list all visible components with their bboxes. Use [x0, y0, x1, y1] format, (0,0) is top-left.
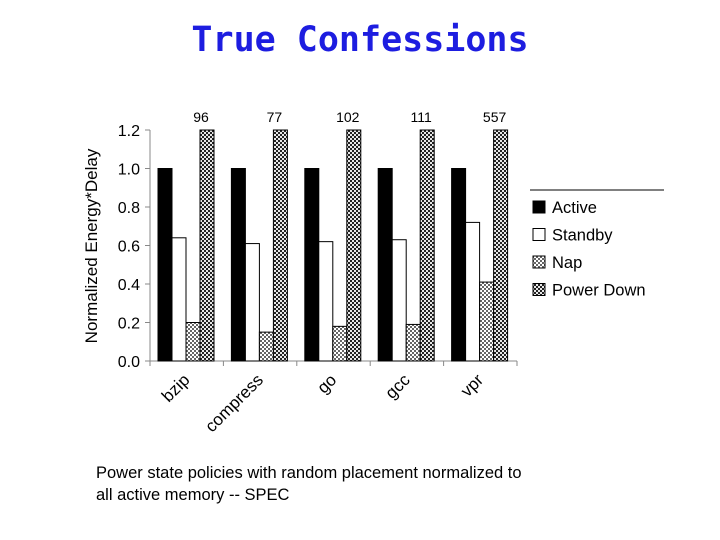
bar-power-down — [493, 129, 509, 362]
bar-standby — [171, 237, 187, 362]
bar-power-down — [346, 129, 362, 362]
bar-standby — [391, 239, 407, 362]
caption-line-1: Power state policies with random placeme… — [96, 464, 522, 482]
y-tick-label: 1.0 — [118, 162, 140, 179]
y-tick-label: 0.8 — [118, 200, 140, 217]
bar-active — [451, 168, 467, 362]
bar-value-label: 102 — [336, 109, 360, 125]
bar-active — [157, 168, 173, 362]
legend-label: Nap — [552, 254, 582, 272]
bar-nap — [479, 281, 495, 362]
bar-nap — [332, 325, 348, 362]
bar-active — [230, 168, 246, 362]
bar-value-label: 77 — [267, 109, 283, 125]
slide-title: True Confessions — [191, 20, 529, 60]
bar-active — [304, 168, 320, 362]
y-tick-label: 0.6 — [118, 239, 140, 256]
y-tick-label: 0.4 — [118, 277, 140, 294]
legend-swatch-power-down — [532, 283, 546, 296]
x-tick-label: go — [314, 370, 341, 397]
bar-standby — [244, 243, 260, 362]
bar-power-down — [272, 129, 288, 362]
bar-active — [377, 168, 393, 362]
bar-nap — [258, 331, 274, 362]
x-tick-label: vpr — [457, 370, 487, 400]
y-tick-label: 0.2 — [118, 316, 140, 333]
bar-standby — [465, 221, 481, 362]
legend-swatch-standby — [532, 228, 546, 241]
bar-power-down — [199, 129, 215, 362]
bar-standby — [318, 241, 334, 362]
bar-value-label: 96 — [193, 109, 209, 125]
bar-power-down — [419, 129, 435, 362]
x-tick-label: bzip — [158, 370, 193, 405]
legend-label: Active — [552, 199, 597, 217]
x-tick-label: gcc — [382, 370, 414, 402]
bar-value-label: 557 — [483, 109, 507, 125]
y-axis-label: Normalized Energy*Delay — [82, 148, 101, 343]
bar-nap — [185, 322, 201, 362]
legend-swatch-nap — [532, 255, 546, 269]
legend-label: Power Down — [552, 282, 646, 300]
legend-swatch-active — [532, 200, 546, 214]
bar-value-label: 111 — [411, 109, 432, 125]
y-tick-label: 1.2 — [118, 123, 140, 140]
figure-caption: Power state policies with random placeme… — [96, 462, 636, 506]
legend-label: Standby — [552, 227, 613, 245]
bar-nap — [405, 323, 421, 362]
x-tick-label: compress — [201, 370, 267, 436]
caption-line-2: all active memory -- SPEC — [96, 486, 290, 504]
y-tick-label: 0.0 — [118, 354, 140, 371]
